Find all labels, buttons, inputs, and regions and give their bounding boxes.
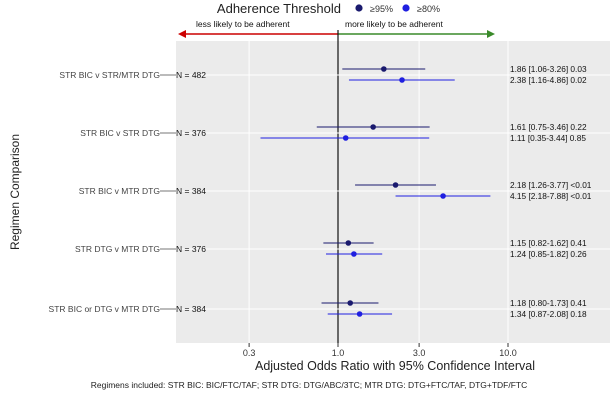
odds-ratio-point (399, 77, 405, 83)
comparison-label: STR BIC v STR DTG (80, 128, 160, 138)
odds-ratio-point (356, 311, 363, 317)
left-arrow-head (178, 30, 186, 38)
estimate-text: 1.86 [1.06-3.26] 0.03 (510, 64, 587, 74)
comparison-rows: STR BIC v STR/MTR DTG N = 482 1.86 [1.06-3… (49, 64, 610, 319)
sample-size-label: N = 384 (176, 304, 206, 314)
legend-marker-80 (402, 4, 410, 12)
comparison-row: STR BIC or DTG v MTR DTG N = 384 1.18 [0.8… (49, 298, 610, 319)
sample-size-label: N = 482 (176, 70, 206, 80)
y-axis-title: Regimen Comparison (8, 134, 22, 250)
comparison-row: STR BIC v STR/MTR DTG N = 482 1.86 [1.06-3… (59, 64, 610, 85)
estimate-text: 1.11 [0.35-3.44] 0.85 (510, 133, 586, 143)
comparison-label: STR BIC v MTR DTG (79, 186, 160, 196)
estimate-text: 2.38 [1.16-4.86] 0.02 (510, 75, 587, 85)
x-axis: 0.3 1.0 3.0 10.0 (243, 343, 517, 358)
odds-ratio-point (351, 251, 357, 257)
legend-label-95: ≥95% (370, 4, 393, 14)
x-tick-label-1: 1.0 (332, 348, 345, 358)
estimate-text: 2.18 [1.26-3.77] <0.01 (510, 180, 592, 190)
legend-title: Adherence Threshold (217, 1, 341, 16)
x-tick-label-3: 10.0 (499, 348, 517, 358)
odds-ratio-point (342, 135, 349, 141)
comparison-label: STR DTG v MTR DTG (75, 244, 160, 254)
comparison-row: STR DTG v MTR DTG N = 376 1.15 [0.82-1.62]… (75, 238, 610, 259)
odds-ratio-point (381, 66, 387, 72)
sample-size-label: N = 384 (176, 186, 206, 196)
comparison-row: STR BIC v STR DTG N = 376 1.61 [0.75-3.46]… (80, 122, 610, 143)
left-direction-label: less likely to be adherent (196, 19, 290, 29)
odds-ratio-point (440, 193, 446, 199)
odds-ratio-point (345, 240, 352, 246)
comparison-row: STR BIC v MTR DTG N = 384 2.18 [1.26-3.77]… (79, 180, 610, 201)
comparison-label: STR BIC v STR/MTR DTG (59, 70, 160, 80)
right-arrow-head (487, 30, 495, 38)
odds-ratio-point (347, 300, 354, 306)
x-tick-label-0: 0.3 (243, 348, 256, 358)
sample-size-label: N = 376 (176, 244, 206, 254)
direction-indicators: less likely to be adherent more likely t… (178, 19, 495, 38)
right-direction-label: more likely to be adherent (345, 19, 443, 29)
legend: Adherence Threshold ≥95% ≥80% (217, 1, 440, 16)
sample-size-label: N = 376 (176, 128, 206, 138)
legend-marker-95 (355, 4, 363, 12)
legend-label-80: ≥80% (417, 4, 440, 14)
estimate-text: 4.15 [2.18-7.88] <0.01 (510, 191, 592, 201)
odds-ratio-point (392, 182, 399, 188)
odds-ratio-point (370, 124, 376, 130)
x-axis-title: Adjusted Odds Ratio with 95% Confidence … (255, 359, 535, 373)
plot-panel (176, 41, 610, 343)
x-tick-label-2: 3.0 (413, 348, 426, 358)
estimate-text: 1.18 [0.80-1.73] 0.41 (510, 298, 587, 308)
footnote: Regimens included: STR BIC: BIC/FTC/TAF;… (91, 380, 528, 390)
comparison-label: STR BIC or DTG v MTR DTG (49, 304, 160, 314)
estimate-text: 1.61 [0.75-3.46] 0.22 (510, 122, 587, 132)
estimate-text: 1.15 [0.82-1.62] 0.41 (510, 238, 587, 248)
estimate-text: 1.24 [0.85-1.82] 0.26 (510, 249, 587, 259)
estimate-text: 1.34 [0.87-2.08] 0.18 (510, 309, 587, 319)
